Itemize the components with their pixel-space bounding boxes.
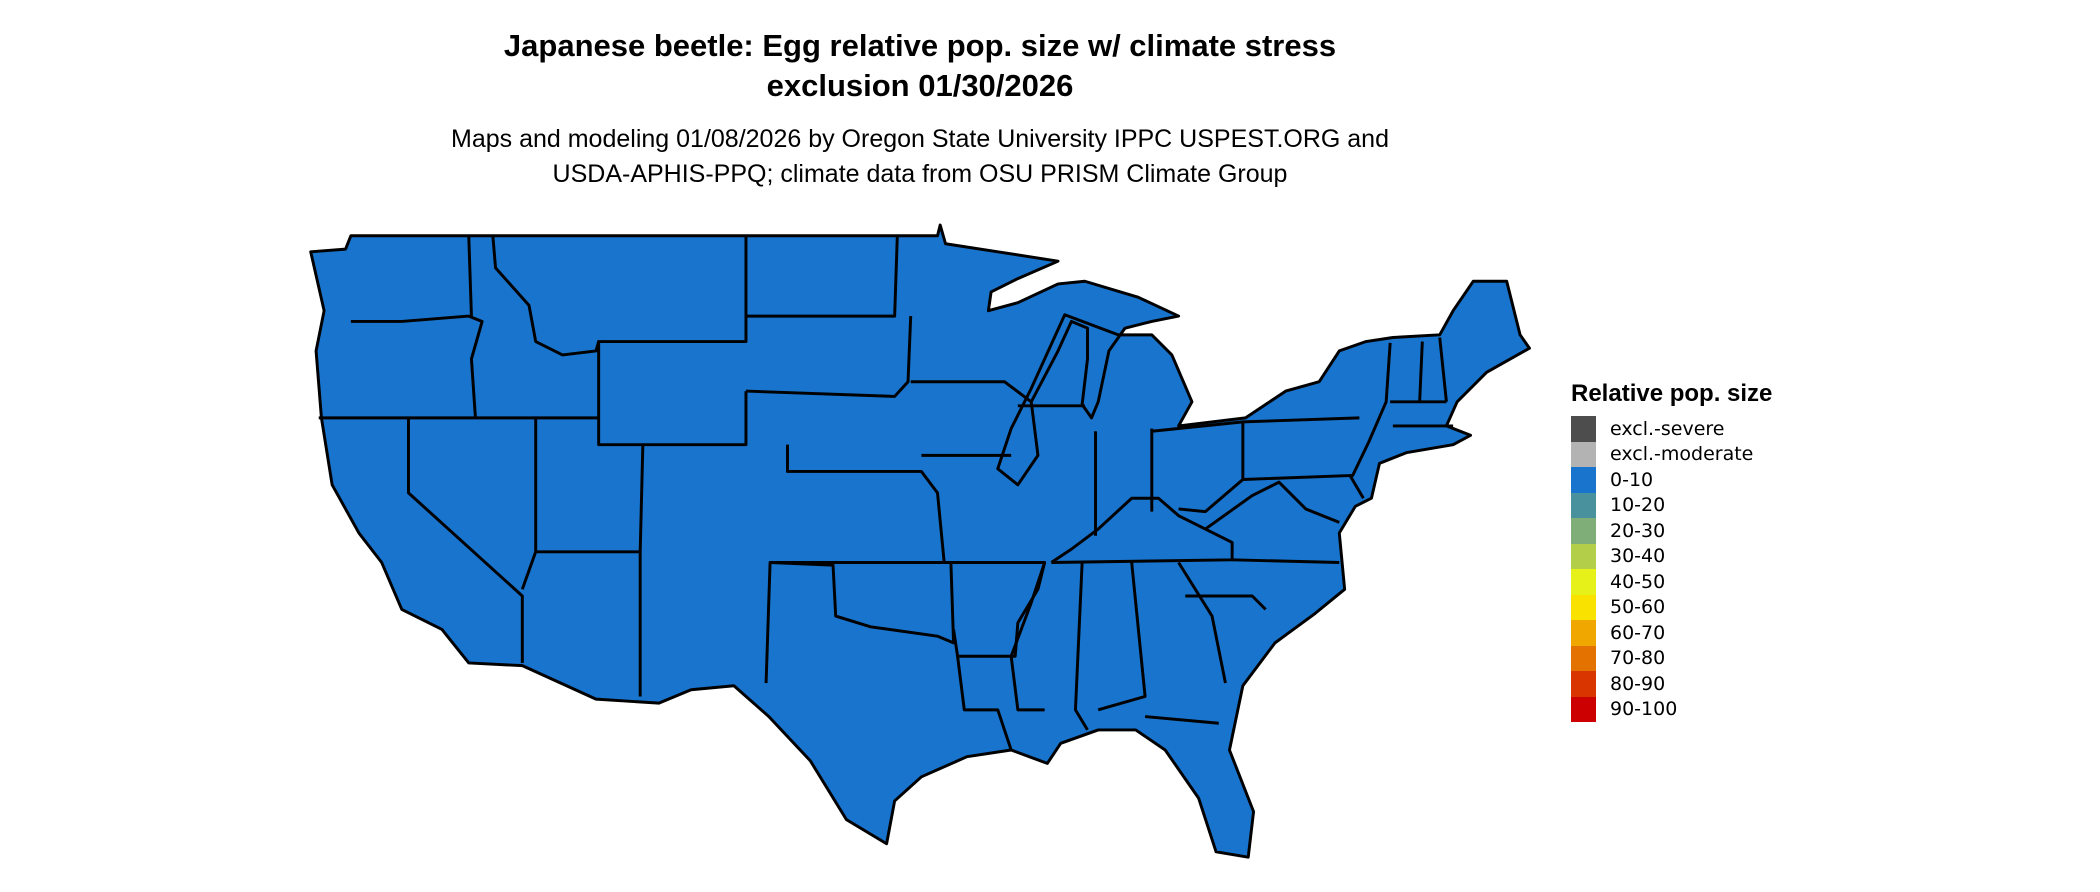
legend-swatch	[1571, 594, 1596, 620]
legend-label: 40-50	[1610, 570, 1666, 593]
legend-label: 90-100	[1610, 698, 1678, 721]
legend-item: 90-100	[1571, 696, 1772, 722]
legend-label: 30-40	[1610, 545, 1666, 568]
legend-label: excl.-severe	[1610, 417, 1725, 440]
legend-swatch	[1571, 441, 1596, 467]
legend-item: excl.-severe	[1571, 416, 1772, 442]
legend-swatch	[1571, 645, 1596, 671]
legend-swatch	[1571, 620, 1596, 646]
legend-item: 0-10	[1571, 467, 1772, 493]
legend-item: 20-30	[1571, 518, 1772, 544]
map-subtitle-line-2: USDA-APHIS-PPQ; climate data from OSU PR…	[552, 160, 1288, 188]
legend-label: 0-10	[1610, 468, 1654, 491]
legend-label: 50-60	[1610, 596, 1666, 619]
legend-swatch	[1571, 467, 1596, 493]
map-legend: Relative pop. size excl.-severe excl.-mod…	[1571, 380, 1772, 722]
legend-item: excl.-moderate	[1571, 441, 1772, 467]
legend-swatch	[1571, 492, 1596, 518]
legend-swatch	[1571, 543, 1596, 569]
legend-label: 70-80	[1610, 647, 1666, 670]
legend-swatch	[1571, 416, 1596, 442]
legend-item: 50-60	[1571, 594, 1772, 620]
legend-label: 10-20	[1610, 494, 1666, 517]
legend-item: 80-90	[1571, 671, 1772, 697]
legend-item: 10-20	[1571, 492, 1772, 518]
legend-swatch	[1571, 518, 1596, 544]
legend-swatch	[1571, 671, 1596, 697]
legend-label: 20-30	[1610, 519, 1666, 542]
legend-title: Relative pop. size	[1571, 380, 1773, 407]
map-title-line-2: exclusion 01/30/2026	[766, 68, 1074, 103]
us-outline	[309, 223, 1531, 859]
legend-item: 40-50	[1571, 569, 1772, 595]
legend-item: 30-40	[1571, 543, 1772, 569]
legend-item: 70-80	[1571, 645, 1772, 671]
map-title-line-1: Japanese beetle: Egg relative pop. size …	[503, 28, 1337, 63]
legend-label: 60-70	[1610, 621, 1666, 644]
legend-swatch	[1571, 696, 1596, 722]
legend-swatch	[1571, 569, 1596, 595]
map-subtitle-line-1: Maps and modeling 01/08/2026 by Oregon S…	[451, 125, 1389, 153]
state-boundaries	[318, 235, 1454, 751]
legend-label: excl.-moderate	[1610, 443, 1754, 466]
legend-item: 60-70	[1571, 620, 1772, 646]
legend-label: 80-90	[1610, 672, 1666, 695]
